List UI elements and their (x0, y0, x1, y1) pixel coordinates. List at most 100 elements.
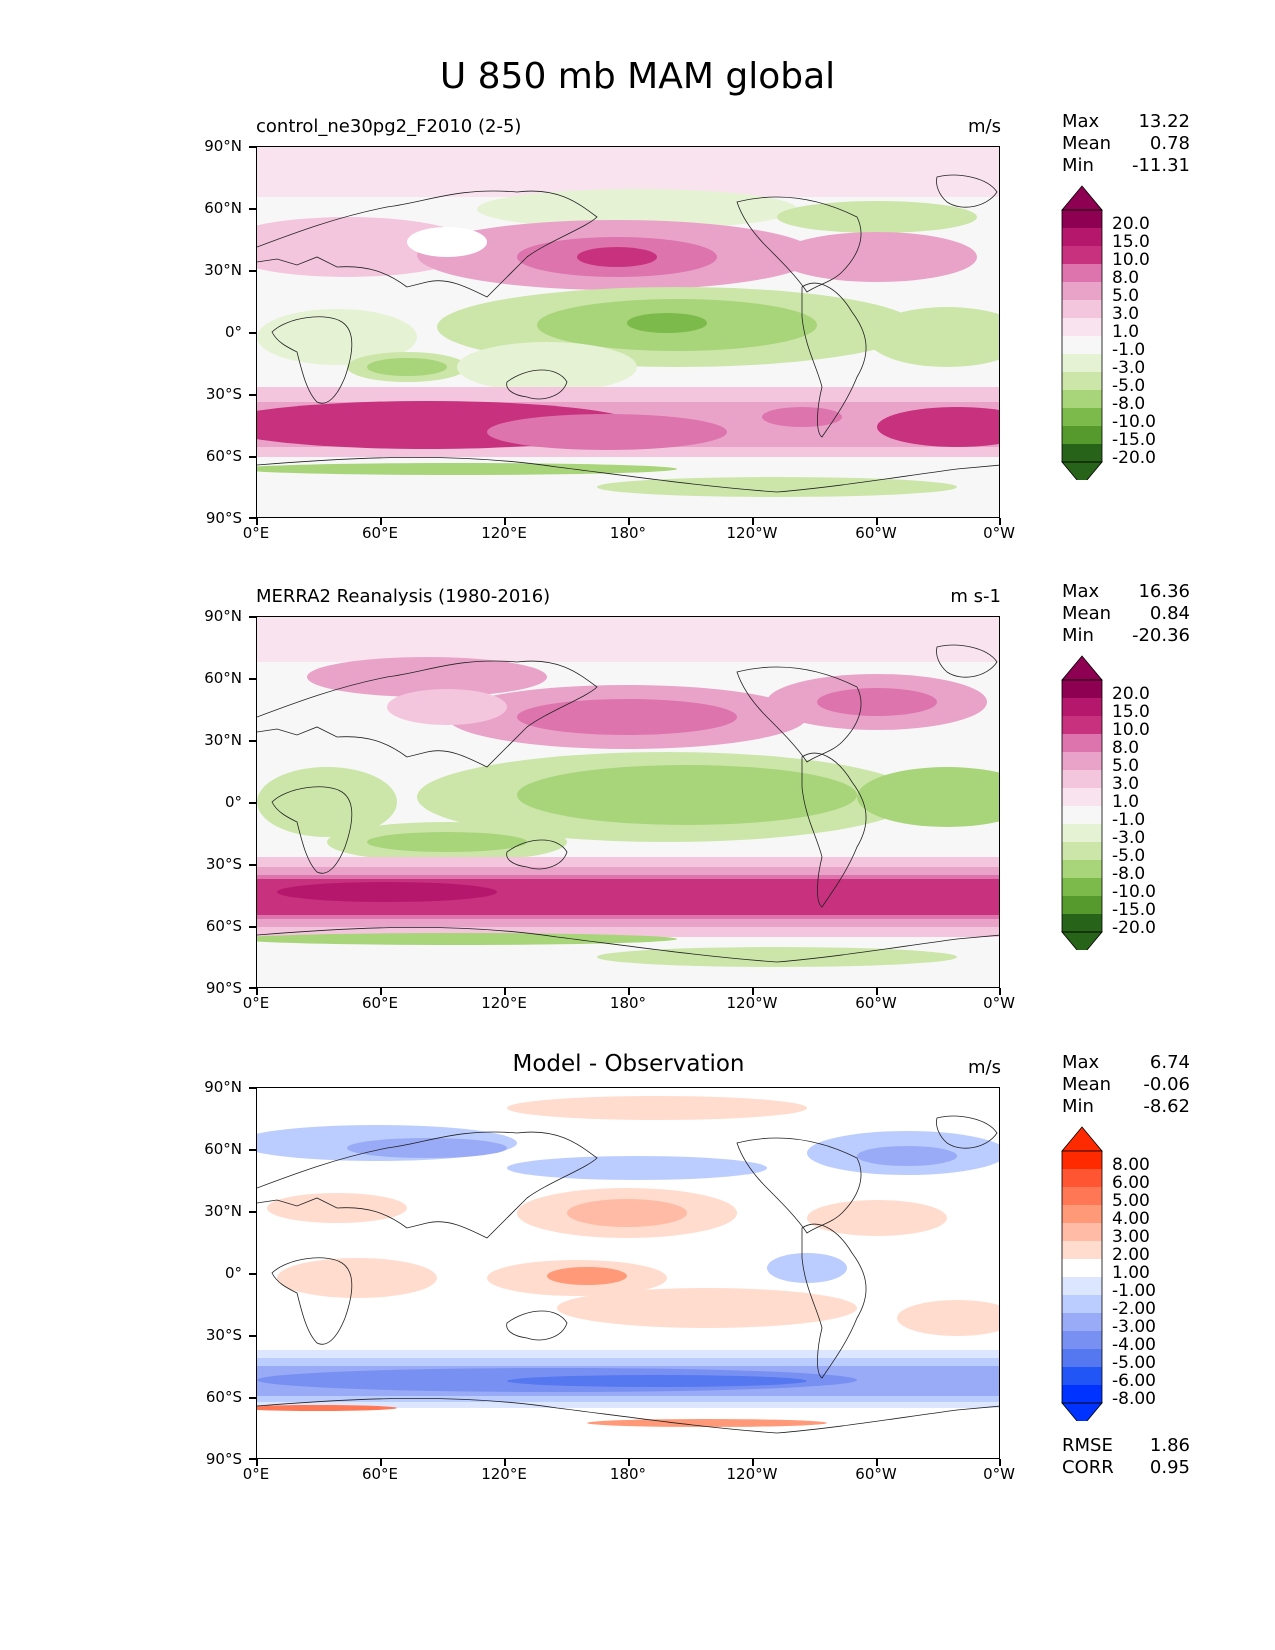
colorbar-extend-bottom (1061, 1402, 1103, 1421)
ylabel-60n: 60°N (204, 199, 242, 217)
ylabel-30n: 30°N (204, 731, 242, 749)
ylabel-60s: 60°S (205, 1388, 242, 1406)
ylabel-0: 0° (224, 793, 242, 811)
colorbar-segment (1062, 1223, 1102, 1241)
xlabel-180: 180° (609, 1465, 647, 1483)
colorbar-segment (1062, 806, 1102, 824)
ylabel-90s: 90°S (205, 1450, 242, 1468)
colorbar-segment (1062, 878, 1102, 896)
figure-title: U 850 mb MAM global (439, 56, 836, 97)
xlabel-0e: 0°E (242, 1465, 270, 1483)
ylabel-30s: 30°S (205, 1326, 242, 1344)
colorbar-segment (1062, 716, 1102, 734)
panel-diff-title: Model - Observation (512, 1051, 745, 1077)
colorbar-segment (1062, 1313, 1102, 1331)
xlabel-60e: 60°E (361, 1465, 399, 1483)
colorbar-segment (1062, 426, 1102, 444)
colorbar-segment (1062, 824, 1102, 842)
panel-diff-units: m/s (968, 1057, 1001, 1078)
xlabel-60w: 60°W (855, 994, 897, 1012)
xlabel-120w: 120°W (726, 1465, 778, 1483)
colorbar-outline (1061, 1150, 1103, 1404)
map-diff (256, 1087, 1000, 1459)
colorbar-segment (1062, 1295, 1102, 1313)
colorbar-segment (1062, 1349, 1102, 1367)
xlabel-180: 180° (609, 994, 647, 1012)
ylabel-0: 0° (224, 1264, 242, 1282)
colorbar-segment (1062, 842, 1102, 860)
xlabel-60e: 60°E (361, 524, 399, 542)
colorbar-segment (1062, 1151, 1102, 1169)
colorbar-segment (1062, 698, 1102, 716)
xlabel-120e: 120°E (481, 1465, 527, 1483)
colorbar-segment (1062, 752, 1102, 770)
colorbar-segment (1062, 354, 1102, 372)
ylabel-90n: 90°N (204, 607, 242, 625)
panel-obs-stats: Max 16.36 Mean 0.84 Min -20.36 (1062, 581, 1190, 646)
xlabel-0e: 0°E (242, 524, 270, 542)
colorbar-segment (1062, 336, 1102, 354)
colorbar-segment (1062, 734, 1102, 752)
ylabel-60s: 60°S (205, 917, 242, 935)
ylabel-30n: 30°N (204, 1202, 242, 1220)
panel-model-units: m/s (968, 116, 1001, 137)
colorbar-segment (1062, 444, 1102, 462)
colorbar-extend-bottom (1061, 931, 1103, 950)
colorbar-outline (1061, 209, 1103, 463)
colorbar-extend-bottom (1061, 461, 1103, 480)
colorbar-segment (1062, 1187, 1102, 1205)
xlabel-0w: 0°W (983, 994, 1015, 1012)
colorbar-segment (1062, 390, 1102, 408)
colorbar-segment (1062, 372, 1102, 390)
colorbar-segment (1062, 1331, 1102, 1349)
xlabel-120e: 120°E (481, 994, 527, 1012)
colorbar-segment (1062, 318, 1102, 336)
colorbar-outline (1061, 679, 1103, 933)
colorbar-segment (1062, 246, 1102, 264)
colorbar-segment (1062, 210, 1102, 228)
map-model (256, 146, 1000, 518)
ylabel-30s: 30°S (205, 385, 242, 403)
xlabel-0e: 0°E (242, 994, 270, 1012)
colorbar-segment (1062, 1277, 1102, 1295)
xlabel-120e: 120°E (481, 524, 527, 542)
ylabel-60s: 60°S (205, 447, 242, 465)
panel-model-title: control_ne30pg2_F2010 (2-5) (256, 116, 522, 137)
panel-diff-stats: Max 6.74 Mean -0.06 Min -8.62 (1062, 1052, 1190, 1117)
panel-model: control_ne30pg2_F2010 (2-5) m/s (0, 111, 1275, 556)
ylabel-30s: 30°S (205, 855, 242, 873)
colorbar-extend-top (1061, 655, 1103, 681)
ylabel-0: 0° (224, 323, 242, 341)
xlabel-120w: 120°W (726, 994, 778, 1012)
colorbar-extend-top (1061, 185, 1103, 211)
xlabel-120w: 120°W (726, 524, 778, 542)
colorbar-segment (1062, 228, 1102, 246)
colorbar-segment (1062, 680, 1102, 698)
colorbar-segment (1062, 1385, 1102, 1403)
colorbar-segment (1062, 860, 1102, 878)
colorbar-segment (1062, 914, 1102, 932)
panel-diff-metrics: RMSE 1.86 CORR 0.95 (1062, 1435, 1190, 1478)
xlabel-60e: 60°E (361, 994, 399, 1012)
colorbar-segment (1062, 788, 1102, 806)
ylabel-60n: 60°N (204, 669, 242, 687)
xlabel-60w: 60°W (855, 1465, 897, 1483)
ylabel-90n: 90°N (204, 137, 242, 155)
colorbar-segment (1062, 282, 1102, 300)
colorbar-segment (1062, 1259, 1102, 1277)
ylabel-90s: 90°S (205, 509, 242, 527)
panel-diff: Model - Observation m/s (0, 1051, 1275, 1497)
ylabel-60n: 60°N (204, 1140, 242, 1158)
colorbar-segment (1062, 1241, 1102, 1259)
colorbar-segment (1062, 300, 1102, 318)
colorbar-segment (1062, 1367, 1102, 1385)
panel-model-stats: Max 13.22 Mean 0.78 Min -11.31 (1062, 111, 1190, 176)
ylabel-30n: 30°N (204, 261, 242, 279)
colorbar-segment (1062, 1169, 1102, 1187)
panel-obs: MERRA2 Reanalysis (1980-2016) m s-1 (0, 581, 1275, 1026)
colorbar-extend-top (1061, 1126, 1103, 1152)
xlabel-0w: 0°W (983, 524, 1015, 542)
colorbar-segment (1062, 408, 1102, 426)
ylabel-90n: 90°N (204, 1078, 242, 1096)
xlabel-60w: 60°W (855, 524, 897, 542)
